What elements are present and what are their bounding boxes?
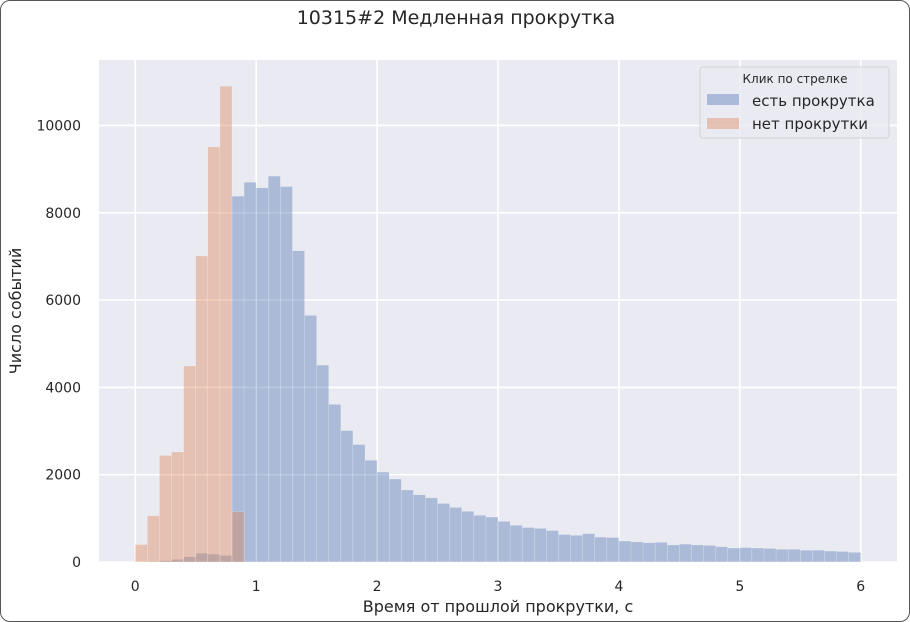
bar-series-1 — [268, 175, 281, 563]
bar-series-1 — [316, 364, 329, 563]
bar-series-1 — [703, 545, 716, 563]
bar-series-1 — [280, 186, 293, 563]
bar-series-1 — [521, 527, 535, 563]
bar-series-1 — [485, 516, 499, 563]
bar-series-1 — [787, 549, 801, 563]
bar-series-1 — [497, 521, 511, 563]
bar-series-2 — [135, 544, 148, 563]
bar-series-1 — [255, 187, 269, 563]
bar-series-1 — [691, 544, 704, 563]
grid — [99, 60, 897, 563]
bar-series-2 — [171, 451, 184, 563]
bar-series-1 — [509, 525, 523, 563]
bar-series-1 — [546, 530, 559, 563]
x-tick-label: 0 — [131, 579, 140, 595]
bar-series-1 — [461, 511, 475, 563]
x-tick-label: 4 — [614, 579, 623, 595]
legend-label-series-1: есть прокрутка — [752, 92, 875, 110]
x-tick-label: 5 — [735, 579, 744, 595]
y-tick-label: 8000 — [45, 206, 81, 222]
bar-series-1 — [473, 515, 487, 563]
bar-series-1 — [534, 528, 547, 563]
bar-series-1 — [824, 550, 837, 563]
bar-series-2 — [147, 515, 160, 563]
bar-series-1 — [727, 547, 741, 563]
bar-series-1 — [715, 546, 728, 563]
chart-title: 10315#2 Медленная прокрутка — [297, 7, 616, 29]
y-tick-label: 2000 — [45, 468, 81, 484]
bar-series-1 — [243, 181, 257, 563]
y-tick-label: 6000 — [45, 293, 81, 309]
y-tick-label: 4000 — [45, 380, 81, 396]
legend-title: Клик по стрелке — [743, 72, 848, 86]
bar-series-1 — [292, 250, 305, 563]
bar-series-1 — [800, 549, 813, 563]
bar-series-1 — [618, 540, 632, 563]
x-tick-label: 1 — [252, 579, 261, 595]
bar-series-1 — [328, 404, 342, 563]
legend-box — [699, 66, 890, 139]
bar-series-1 — [642, 542, 656, 563]
bar-series-1 — [654, 542, 668, 563]
bar-series-1 — [413, 494, 426, 563]
bar-series-1 — [159, 560, 172, 563]
bar-series-1 — [449, 507, 462, 563]
y-axis-label: Число событий — [6, 248, 25, 374]
tick-labels: 0 1 2 3 4 5 6 0 2000 4000 6000 8000 10000 — [36, 118, 865, 595]
bar-series-2 — [219, 85, 233, 563]
legend-swatch-series-2 — [707, 118, 739, 129]
bar-series-1 — [364, 460, 378, 563]
bar-series-1 — [848, 552, 861, 563]
bar-series-1 — [171, 559, 184, 563]
bar-series-1 — [570, 535, 583, 563]
bar-series-1 — [183, 556, 196, 563]
bar-series-1 — [775, 549, 789, 563]
bar-series-1 — [630, 541, 644, 563]
bar-series-1 — [606, 537, 620, 563]
bar-series-1 — [437, 503, 450, 563]
bar-series-1 — [679, 543, 692, 563]
bars — [135, 85, 861, 563]
legend-label-series-2: нет прокрутки — [752, 115, 868, 133]
bar-series-1 — [425, 497, 438, 563]
bar-series-1 — [594, 536, 608, 563]
legend: Клик по стрелке есть прокрутка нет прокр… — [699, 66, 890, 139]
bar-series-2 — [183, 365, 196, 563]
bar-series-1 — [195, 553, 209, 563]
x-tick-label: 6 — [856, 579, 865, 595]
bar-series-1 — [582, 533, 595, 563]
bar-series-1 — [352, 444, 366, 563]
legend-swatch-series-1 — [707, 94, 739, 105]
bar-series-1 — [401, 489, 414, 563]
y-tick-label: 10000 — [36, 118, 81, 134]
bar-series-1 — [667, 544, 680, 563]
bar-series-1 — [388, 478, 402, 563]
bar-series-1 — [376, 471, 390, 563]
bar-series-1 — [836, 551, 849, 563]
bar-series-1 — [340, 430, 354, 563]
bar-series-1 — [739, 547, 753, 563]
bar-series-1 — [751, 547, 765, 563]
y-tick-label: 0 — [72, 555, 81, 571]
bar-series-2 — [207, 146, 221, 563]
x-tick-label: 3 — [494, 579, 503, 595]
x-axis-label: Время от прошлой прокрутки, с — [363, 597, 634, 616]
x-tick-label: 2 — [373, 579, 382, 595]
bar-series-1 — [558, 534, 571, 563]
bar-series-2 — [159, 455, 172, 563]
bar-series-1 — [763, 548, 777, 563]
bar-series-1 — [812, 549, 825, 563]
bar-series-1 — [231, 195, 245, 563]
bar-series-1 — [207, 553, 221, 563]
bar-series-1 — [304, 315, 317, 563]
bar-series-2 — [195, 255, 209, 563]
bar-series-2 — [231, 511, 245, 563]
bar-series-1 — [219, 555, 233, 563]
